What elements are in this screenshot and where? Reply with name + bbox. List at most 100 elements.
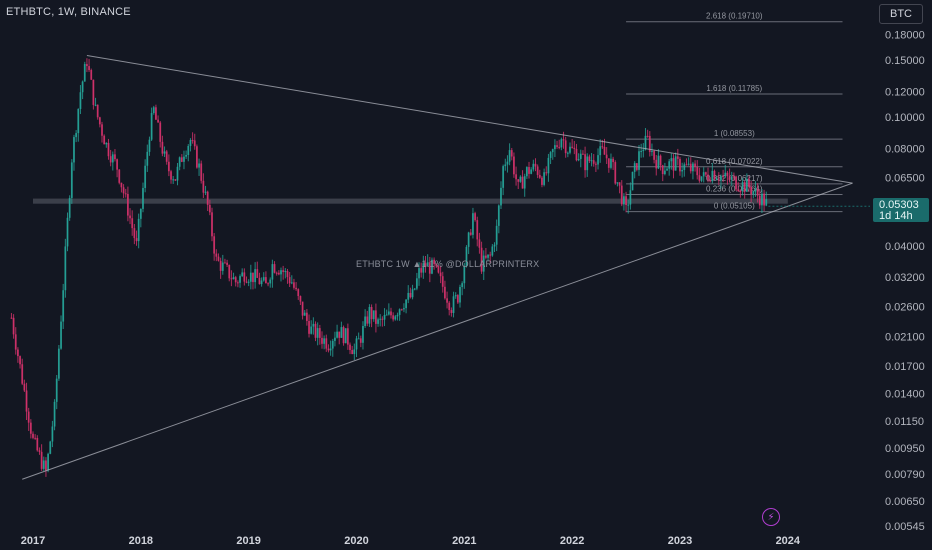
candle-body [528,167,530,174]
candle-body [260,280,263,285]
fib-level-label: 0.618 (0.07022) [706,157,763,166]
candle-body [418,268,420,279]
candle-body [698,175,701,181]
candle-body [228,264,231,279]
candle-body [111,154,114,163]
candle-body [254,269,257,283]
candle-body [131,218,134,229]
candle-body [510,150,513,157]
candle-body [446,298,448,303]
candle-body [265,277,267,284]
candle-body [601,146,604,148]
candle-body [663,170,666,175]
candle-body [612,158,615,163]
candle-body [635,163,638,170]
candle-body [321,337,323,344]
candle-body [534,163,537,167]
candle-body [745,178,748,192]
candle-body [256,269,259,278]
candle-body [571,146,574,148]
candle-body [122,187,125,194]
candle-body [282,270,285,272]
y-tick-label: 0.02100 [885,331,925,343]
candle-body [277,272,280,275]
candle-body [10,317,13,319]
candle-body [538,174,541,178]
candle-body [327,348,330,351]
candle-body [765,199,768,206]
candle-body [45,460,47,471]
candle-body [722,176,725,178]
lightning-bolt-icon[interactable]: ⚡ [762,508,780,526]
candle-body [420,268,423,273]
candle-body [482,255,485,272]
candle-body [607,158,610,168]
candle-body [101,124,103,136]
candle-body [331,340,334,349]
candle-body [234,277,237,283]
x-tick-label: 2024 [776,535,801,547]
candle-body [383,315,386,320]
candle-body [724,172,727,177]
candle-body [444,286,446,299]
y-tick-label: 0.00950 [885,443,925,455]
candle-body [355,338,358,350]
candle-body [98,117,101,125]
candle-body [387,311,390,315]
candle-body [187,146,190,155]
candle-body [310,326,313,334]
candle-body [426,262,429,267]
symbol-title: ETHBTC, 1W, BINANCE [6,6,131,18]
candle-body [249,272,252,282]
candle-body [396,314,399,317]
candle-body [70,162,73,198]
candle-body [717,179,720,181]
candle-body [211,212,213,237]
y-tick-label: 0.18000 [885,30,925,42]
candle-body [720,176,722,181]
candle-body [556,145,558,147]
candle-body [297,289,300,297]
candle-body [293,282,295,288]
candle-body [159,122,162,142]
candle-body [146,151,149,166]
trendline [86,55,853,184]
x-tick-label: 2023 [668,535,692,547]
candle-body [644,135,647,150]
candle-body [368,307,371,324]
candle-body [243,272,246,282]
candle-body [208,204,211,213]
candle-body [144,165,147,188]
y-tick-label: 0.00545 [885,521,925,533]
candle-body [638,151,640,170]
candle-body [566,152,569,154]
candle-body [75,133,78,138]
candle-body [362,326,364,343]
candle-body [366,316,369,324]
candle-body [344,328,347,344]
candle-body [308,320,310,334]
current-price-tag: 0.05303 1d 14h [873,198,929,222]
candle-body [564,140,567,154]
candle-body [655,159,658,169]
candle-body [633,163,636,172]
candle-body [594,163,597,165]
candle-body [336,331,338,338]
candle-body [586,156,589,171]
currency-button[interactable]: BTC [879,4,923,24]
y-tick-label: 0.00650 [885,496,925,508]
candle-body [53,401,56,427]
candle-body [525,167,528,177]
candle-body [735,176,737,190]
candle-body [55,378,58,402]
candle-body [413,288,416,290]
candle-body [241,272,244,277]
candle-body [81,81,84,93]
x-tick-label: 2021 [452,535,476,547]
candle-body [761,193,763,206]
candle-body [513,156,515,175]
candle-body [167,161,170,172]
candle-body [103,135,106,145]
candle-body [465,246,468,267]
